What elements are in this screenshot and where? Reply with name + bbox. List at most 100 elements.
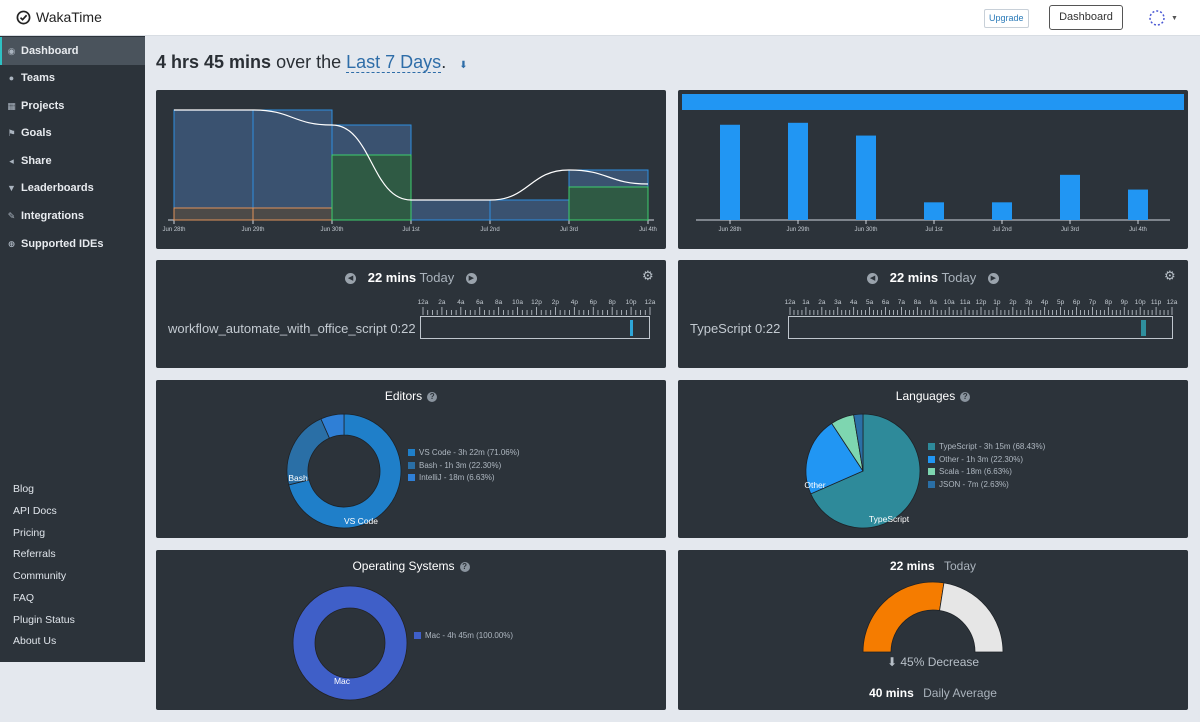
gauge-today-label: Today — [944, 559, 977, 573]
x-tick-label: Jul 1st — [402, 227, 420, 233]
timeline-tick-label: 1p — [993, 299, 1001, 306]
timeline-project-name: workflow_automate_with_office_script 0:2… — [168, 321, 416, 336]
slice-label: Mac — [334, 676, 351, 686]
os-title: Operating Systems? — [156, 559, 666, 573]
timeline-tick-label: 10a — [944, 299, 955, 306]
projects-today-panel: ◀ 22 mins Today ▶ ⚙ 12a 2a 4a 6a 8a 10a 12p 2p 4… — [156, 260, 666, 368]
sidebar-item-projects[interactable]: ▦ Projects — [0, 92, 145, 120]
languages-today-panel: ◀ 22 mins Today ▶ ⚙ 12a 1a 2a 3a 4a 5a 6a 7a 8a 9… — [678, 260, 1188, 368]
timeline-tick-label: 2a — [818, 299, 826, 306]
flag-icon: ⚑ — [7, 127, 16, 138]
date-range-selector[interactable]: Last 7 Days — [346, 52, 442, 73]
languages-title: Languages? — [678, 389, 1188, 403]
dashboard-button[interactable]: Dashboard — [1049, 5, 1123, 30]
dashboard-icon: ◉ — [7, 45, 16, 56]
panel-title-text: Operating Systems — [352, 559, 455, 573]
help-icon[interactable]: ? — [960, 391, 971, 402]
legend-label: JSON - 7m (2.63%) — [939, 479, 1009, 489]
avatar[interactable] — [1148, 9, 1166, 27]
bar — [788, 122, 808, 220]
x-tick-label: Jun 28th — [718, 227, 741, 233]
timeline-tick-label: 12p — [531, 299, 542, 306]
sidebar-item-goals[interactable]: ⚑ Goals — [0, 119, 145, 147]
gauge-filled — [862, 581, 945, 653]
wrench-icon: ✎ — [7, 210, 16, 221]
slice-label: TypeScript — [869, 514, 910, 524]
chevron-down-icon[interactable]: ▼ — [1171, 15, 1178, 22]
sidebar-item-share[interactable]: ◂ Share — [0, 147, 145, 175]
daily-average-time: 40 mins — [869, 686, 914, 700]
timeline-tick-label: 1a — [802, 299, 810, 306]
x-tick-label: Jul 2nd — [480, 227, 499, 233]
timeline-track — [420, 316, 650, 339]
timeline-tick-label: 11p — [1151, 299, 1162, 306]
x-tick-label: Jul 3rd — [1061, 227, 1079, 233]
footer-link-community[interactable]: Community — [13, 570, 67, 582]
timeline-tick-label: 3a — [834, 299, 842, 306]
area-step-green — [568, 186, 649, 221]
help-icon[interactable]: ? — [427, 391, 438, 402]
timeline-tick-label: 9a — [930, 299, 938, 306]
projects-activity-chart: Jun 28th Jun 29th Jun 30th Jul 1st Jul 2nd Ju… — [156, 90, 666, 249]
project-name: workflow_automate_with_office_script — [168, 321, 387, 336]
prev-day-icon[interactable]: ◀ — [345, 273, 357, 285]
languages-legend: TypeScript - 3h 15m (68.43%) Other - 1h … — [928, 441, 1045, 491]
upgrade-button[interactable]: Upgrade — [984, 9, 1029, 28]
footer-link-referrals[interactable]: Referrals — [13, 548, 56, 560]
area-step-green — [331, 154, 412, 221]
users-icon: ● — [8, 73, 15, 83]
legend-label: Mac - 4h 45m (100.00%) — [425, 631, 514, 640]
timeline-tick-label: 12p — [976, 299, 987, 306]
operating-systems-panel: Operating Systems? Mac Mac - 4h 45m (100… — [156, 550, 666, 710]
legend-item: Mac - 4h 45m (100.00%) — [414, 630, 513, 643]
sidebar-item-teams[interactable]: ● Teams — [0, 64, 145, 92]
sidebar-item-label: Projects — [21, 100, 65, 112]
next-day-icon[interactable]: ▶ — [987, 273, 999, 285]
os-donut-chart: Mac — [292, 585, 408, 701]
area-chart-svg: Jun 28th Jun 29th Jun 30th Jul 1st Jul 2nd Ju… — [162, 109, 657, 233]
share-icon: ◂ — [9, 155, 14, 166]
panel-title-text: Editors — [384, 389, 423, 403]
area-step-orange — [173, 207, 254, 221]
sidebar-item-label: Share — [21, 155, 52, 167]
x-tick-label: Jul 2nd — [992, 227, 1011, 233]
legend-label: Scala - 18m (6.63%) — [939, 467, 1012, 476]
footer-link-about-us[interactable]: About Us — [13, 635, 57, 647]
footer-link-plugin-status[interactable]: Plugin Status — [13, 614, 75, 626]
footer-link-pricing[interactable]: Pricing — [13, 527, 46, 539]
daily-average-label: Daily Average — [923, 686, 997, 700]
gear-icon[interactable]: ⚙ — [1164, 268, 1176, 283]
sidebar-item-dashboard[interactable]: ◉ Dashboard — [0, 37, 145, 65]
slice-label: Other — [804, 480, 825, 490]
legend-label: VS Code - 3h 22m (71.06%) — [419, 448, 520, 457]
footer-link-blog[interactable]: Blog — [13, 483, 35, 495]
logo[interactable]: WakaTime — [16, 9, 102, 25]
sidebar-item-integrations[interactable]: ✎ Integrations — [0, 202, 145, 230]
top-bar: WakaTime Upgrade Dashboard ▼ — [0, 0, 1200, 36]
timeline-tick-label: 10p — [1135, 299, 1146, 306]
page-title: 4 hrs 45 mins over the Last 7 Days. ⬇ — [156, 52, 468, 73]
timeline-tick-label: 12a — [418, 299, 429, 306]
sidebar-item-label: Leaderboards — [21, 182, 94, 194]
sidebar-item-leaderboards[interactable]: ▼ Leaderboards — [0, 174, 145, 202]
sidebar-item-label: Integrations — [21, 210, 84, 222]
prev-day-icon[interactable]: ◀ — [867, 273, 879, 285]
timeline-tick-label: 8p — [609, 299, 617, 306]
change-label: 45% Decrease — [900, 655, 980, 669]
legend-swatch — [928, 468, 935, 476]
footer-link-api-docs[interactable]: API Docs — [13, 505, 57, 517]
today-label: Today — [419, 270, 455, 285]
download-icon[interactable]: ⬇ — [459, 60, 468, 71]
sidebar-item-supported-ides[interactable]: ⊕ Supported IDEs — [0, 230, 145, 258]
gauge-change: ⬇ 45% Decrease — [678, 655, 1188, 669]
help-icon[interactable]: ? — [459, 561, 470, 572]
app-name: WakaTime — [36, 9, 102, 25]
next-day-icon[interactable]: ▶ — [465, 273, 477, 285]
timeline-tick-label: 6p — [1073, 299, 1081, 306]
footer-link-faq[interactable]: FAQ — [13, 592, 35, 604]
timeline-tick-label: 4a — [457, 299, 465, 306]
wakatime-logo-icon — [16, 10, 31, 24]
gauge-remaining — [939, 582, 1004, 653]
gear-icon[interactable]: ⚙ — [642, 268, 654, 283]
editors-legend: VS Code - 3h 22m (71.06%) Bash - 1h 3m (… — [408, 447, 520, 485]
